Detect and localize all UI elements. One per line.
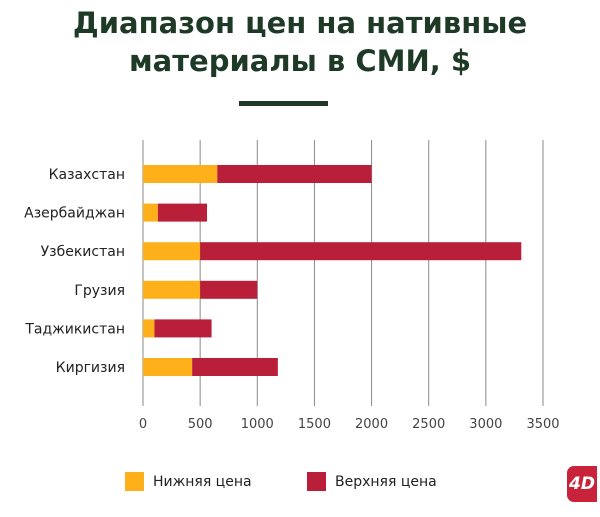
chart-title-line-2: материалы в СМИ, $ <box>128 44 472 78</box>
x-tick-label-5: 2500 <box>412 417 445 432</box>
legend-swatch-lower <box>125 472 144 491</box>
x-tick-label-1: 500 <box>188 417 213 432</box>
chart-title-line-1: Диапазон цен на нативные <box>72 6 528 40</box>
x-tick-label-4: 2000 <box>355 417 388 432</box>
category-label-1: Азербайджан <box>24 206 125 222</box>
4d-logo-icon: 4D <box>567 466 597 502</box>
bar-upper-2 <box>200 242 522 261</box>
x-tick-label-6: 3000 <box>469 417 502 432</box>
legend-label-lower: Нижняя цена <box>153 473 252 490</box>
legend-label-upper: Верхняя цена <box>335 473 437 490</box>
legend-item-upper: Верхняя цена <box>307 472 437 491</box>
bar-lower-3 <box>143 280 201 299</box>
bar-lower-2 <box>143 242 201 261</box>
bar-lower-5 <box>143 358 193 376</box>
legend-swatch-upper <box>307 472 326 491</box>
category-label-3: Грузия <box>74 283 125 299</box>
bar-lower-1 <box>143 203 158 222</box>
bar-upper-1 <box>157 203 207 222</box>
x-tick-label-7: 3500 <box>526 417 559 432</box>
x-tick-label-2: 1000 <box>241 417 274 432</box>
x-tick-label-3: 1500 <box>298 417 331 432</box>
x-tick-label-0: 0 <box>139 417 147 432</box>
bar-upper-3 <box>200 280 258 299</box>
title-underline <box>239 101 328 106</box>
category-label-2: Узбекистан <box>41 244 125 260</box>
stacked-bar-chart: 0 500 1000 1500 2000 2500 3000 3500 Казахстан Азе… <box>24 140 560 432</box>
chart-title: Диапазон цен на нативные материалы в СМИ… <box>0 4 600 80</box>
bar-upper-0 <box>217 165 372 183</box>
bar-lower-0 <box>143 165 218 183</box>
bar-upper-5 <box>192 358 278 376</box>
category-label-0: Казахстан <box>49 167 125 183</box>
bar-lower-4 <box>143 319 155 338</box>
bar-upper-4 <box>154 319 212 338</box>
legend-item-lower: Нижняя цена <box>125 472 252 491</box>
category-label-4: Таджикистан <box>24 321 125 337</box>
category-label-5: Киргизия <box>56 360 125 376</box>
